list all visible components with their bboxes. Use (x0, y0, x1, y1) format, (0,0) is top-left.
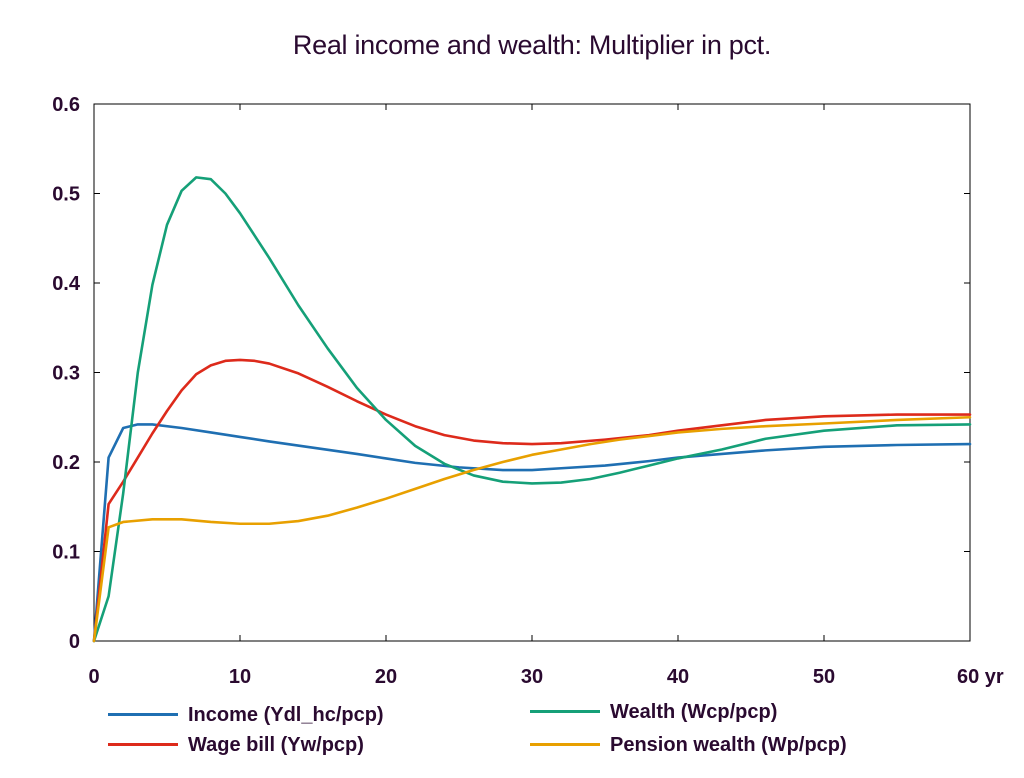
legend-label-pension-wealth: Pension wealth (Wp/pcp) (610, 734, 847, 756)
tick-labels: 0 0.1 0.2 0.3 0.4 0.5 0.6 0 10 20 30 40 50 60 yr (52, 94, 1004, 688)
y-tick-label: 0.6 (52, 94, 80, 116)
chart-title: Real income and wealth: Multiplier in pc… (292, 30, 772, 60)
y-tick-label: 0 (69, 631, 80, 653)
series-line-pension-wealth (92, 415, 972, 643)
legend-swatch-wage-bill (108, 743, 178, 746)
x-tick-label: 40 (667, 666, 689, 688)
y-tick-label: 0.3 (52, 363, 80, 385)
legend-label-income: Income (Ydl_hc/pcp) (188, 704, 384, 726)
y-tick-label: 0.1 (52, 542, 80, 564)
x-tick-label: 50 (813, 666, 835, 688)
legend-label-wage-bill: Wage bill (Yw/pcp) (188, 734, 364, 756)
series-layer (92, 176, 972, 643)
plot-frame (93, 103, 971, 642)
x-tick-label: 60 yr (957, 666, 1004, 688)
x-tick-label: 30 (521, 666, 543, 688)
series-line-wage-bill (92, 358, 972, 643)
y-tick-label: 0.2 (52, 452, 80, 474)
plot-axes (93, 103, 971, 642)
y-tick-label: 0.5 (52, 184, 80, 206)
y-tick-label: 0.4 (52, 273, 81, 295)
legend-swatch-income (108, 713, 178, 716)
legend-swatch-wealth (530, 710, 600, 713)
series-line-wealth (92, 176, 972, 643)
x-tick-label: 10 (229, 666, 251, 688)
series-line-income (92, 423, 972, 643)
legend-label-wealth: Wealth (Wcp/pcp) (610, 701, 778, 723)
x-tick-label: 0 (88, 666, 99, 688)
line-chart: 0 0.1 0.2 0.3 0.4 0.5 0.6 0 10 20 30 40 50 60 yr (52, 94, 1004, 688)
x-tick-label: 20 (375, 666, 397, 688)
legend-swatch-pension-wealth (530, 743, 600, 746)
